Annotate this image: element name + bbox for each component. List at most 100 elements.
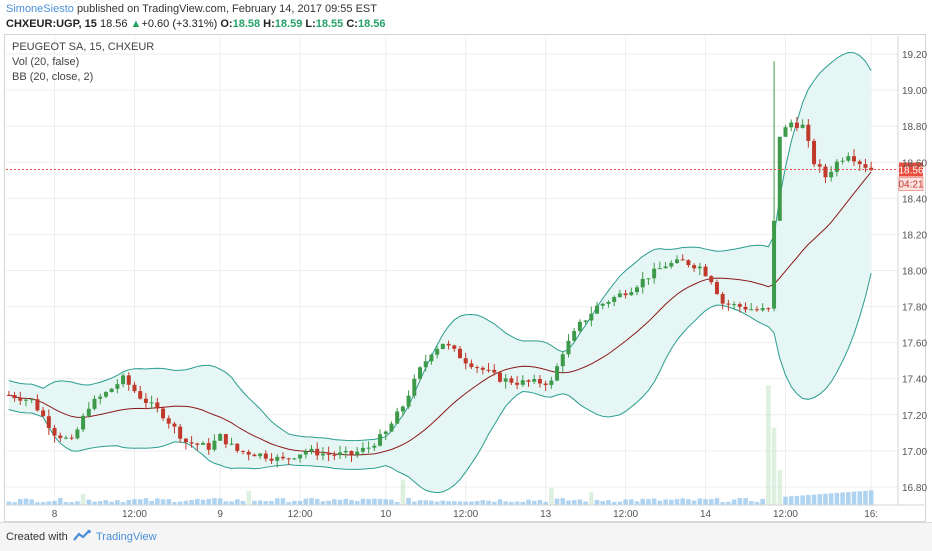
volume-bar [811,494,817,505]
candle-body [372,445,377,448]
price-chart[interactable]: 18.56 04:21 19.20 19.00 18.80 18.60 18.40 18.2… [0,0,932,522]
candle-body [640,278,645,288]
candle-body [81,415,86,430]
volume-bar [777,469,783,505]
candle-body [92,398,97,409]
candle-body [218,434,223,441]
volume-bar [394,502,400,505]
volume-bar [840,492,845,505]
candle-body [703,266,708,277]
candle-body [589,313,594,321]
countdown-label: 04:21 [898,179,923,190]
bb-fill [8,52,872,493]
candle-body [612,297,617,302]
candle-body [229,443,234,445]
volume-bar [332,499,337,505]
candle-body [35,399,40,411]
axes: 19.20 19.00 18.80 18.60 18.40 18.20 18.00 17.80… [6,36,927,520]
volume-bar [686,499,691,505]
candle-body [343,450,348,453]
candle-body [389,423,394,432]
candle-body [509,378,514,383]
candle-body [355,451,360,455]
candle-body [669,262,674,267]
candle-body [492,369,497,373]
tradingview-link[interactable]: TradingView [96,531,157,543]
volume-bar [166,499,172,505]
candle-body [320,453,325,456]
volume-bar [234,499,240,505]
x-tick-label: 8 [52,509,58,520]
candle-body [583,320,588,322]
candle-body [400,406,405,412]
volume-bar [263,501,269,505]
candle-body [12,395,17,399]
volume-bar [149,500,154,505]
candle-body [806,124,811,141]
candle-body [829,171,834,178]
candle-body [423,361,428,368]
candle-body [600,303,605,306]
candle-body [789,122,794,128]
published-text: published on TradingView.com, February 1… [76,3,377,15]
candle-body [383,431,388,435]
candle-body [292,458,297,460]
volume-bar [252,500,257,505]
candle-body [303,451,308,455]
volume-bar [646,499,651,505]
legend-symbol: PEUGEOT SA, 15, CHXEUR [12,41,155,53]
publish-header: SimoneSiesto published on TradingView.co… [6,3,377,15]
volume-bar [577,499,583,505]
candle-body [726,303,731,305]
candle-body [635,287,640,293]
volume-bar [800,495,805,505]
footer-bar: Created with TradingView [0,522,932,551]
volume-bar [12,502,17,505]
candle-body [846,156,851,161]
volume-bar [434,501,440,505]
volume-bar [240,500,246,505]
candle-body [349,450,354,455]
candle-body [463,358,468,364]
volume-bar [828,493,834,505]
volume-bar [274,498,280,505]
candle-body [6,394,11,396]
candle-body [58,435,63,439]
candle-body [783,127,788,137]
y-tick-label: 17.80 [902,303,927,314]
volume-bar [651,498,657,505]
close-label: C: [346,18,358,30]
volume-bar [863,490,868,505]
volume-bar [440,500,446,505]
candle-body [86,408,91,416]
candle-body [69,437,74,439]
volume-bar [29,499,34,505]
y-tick-label: 18.00 [902,267,927,278]
candle-body [697,266,702,269]
volume-bar [366,499,371,505]
volume-bar [497,499,503,505]
candle-body [178,426,183,439]
candle-body [823,166,828,178]
candle-body [475,367,480,369]
volume-bar [543,501,548,505]
author-link[interactable]: SimoneSiesto [6,3,74,15]
volume-bar [286,502,291,505]
y-tick-label: 19.00 [902,86,927,97]
volume-bar [172,502,177,505]
volume-bar [531,500,537,505]
last-price: 18.56 [99,18,128,30]
volume-bar [389,499,394,505]
volume-bar [451,501,457,505]
x-tick-label: 12:00 [288,509,313,520]
candle-body [440,343,445,349]
high-value: 18.59 [274,18,303,30]
volume-bar [691,500,697,505]
candle-body [275,456,280,461]
candle-body [258,453,263,457]
up-arrow-icon: ▲ [130,18,142,30]
volume-bar [132,499,137,505]
volume-bar [206,498,212,505]
volume-bar [668,499,674,505]
candle-body [680,259,685,261]
